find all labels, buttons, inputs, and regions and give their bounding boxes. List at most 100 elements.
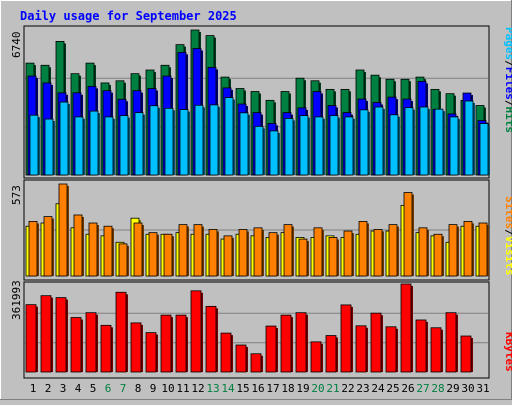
pages-bar [224, 97, 234, 176]
pages-bar [194, 104, 204, 176]
sites-bar [118, 243, 128, 277]
panel1-ymax-label: 6740 [10, 32, 23, 59]
pages-bar [389, 114, 399, 176]
pages-bar [449, 116, 459, 176]
day-label: 31 [476, 382, 489, 395]
panel3-bars [25, 283, 473, 373]
pages-bar [344, 116, 354, 176]
sites-bar [313, 227, 323, 277]
sites-bar [73, 214, 83, 277]
day-label: 4 [75, 382, 82, 395]
pages-bar [254, 125, 264, 176]
kbytes-bar [325, 335, 337, 373]
sites-bar [43, 216, 53, 277]
pages-bar [479, 123, 489, 176]
sites-bar [388, 224, 398, 277]
sites-bar [283, 224, 293, 277]
sites-bar [103, 225, 113, 277]
kbytes-bar [355, 325, 367, 373]
kbytes-bar [205, 305, 217, 373]
kbytes-bar [235, 344, 247, 373]
sites-bar [163, 233, 173, 277]
day-label: 17 [266, 382, 279, 395]
kbytes-bar [415, 319, 427, 373]
sites-bar [343, 230, 353, 277]
day-label: 3 [60, 382, 67, 395]
panel2-legend: Sites/Visits [503, 196, 512, 276]
pages-bar [419, 106, 429, 176]
sites-bar [478, 222, 488, 277]
kbytes-bar [310, 341, 322, 373]
day-label: 24 [371, 382, 385, 395]
kbytes-bar [400, 283, 412, 373]
sites-bar [223, 235, 233, 277]
day-label: 21 [326, 382, 339, 395]
pages-bar [434, 108, 444, 176]
pages-bar [284, 118, 294, 176]
kbytes-bar [430, 327, 442, 373]
panel3-ymax-label: 361993 [10, 280, 23, 320]
pages-bar [164, 107, 174, 176]
pages-bar [464, 100, 474, 176]
sites-bar [403, 192, 413, 277]
day-label: 8 [135, 382, 142, 395]
panel1-bars [25, 29, 490, 176]
pages-bar [359, 109, 369, 176]
day-label: 19 [296, 382, 309, 395]
kbytes-bar [130, 322, 142, 373]
kbytes-bar [460, 335, 472, 373]
day-label: 5 [90, 382, 97, 395]
sites-bar [298, 238, 308, 277]
sites-bar [148, 232, 158, 277]
kbytes-bar [295, 312, 307, 373]
kbytes-bar [25, 304, 37, 373]
kbytes-bar [40, 295, 52, 373]
day-label: 14 [221, 382, 235, 395]
pages-bar [374, 106, 384, 176]
legend-hits: Hits [503, 107, 512, 134]
sites-bar [328, 237, 338, 277]
pages-bar [149, 105, 159, 176]
legend-separator: / [503, 229, 512, 236]
day-label: 18 [281, 382, 294, 395]
pages-bar [119, 115, 129, 176]
day-label: 27 [416, 382, 429, 395]
kbytes-bar [340, 304, 352, 373]
legend-files: Files [503, 67, 512, 100]
kbytes-bar [160, 314, 172, 373]
sites-bar [178, 224, 188, 277]
pages-bar [299, 115, 309, 176]
day-label: 9 [150, 382, 157, 395]
kbytes-bar [370, 312, 382, 373]
day-label: 30 [461, 382, 474, 395]
legend-visits: Visits [503, 236, 512, 276]
kbytes-bar [190, 290, 202, 373]
day-label: 28 [431, 382, 444, 395]
day-label: 11 [176, 382, 189, 395]
sites-bar [28, 221, 38, 277]
sites-bar [88, 222, 98, 277]
pages-bar [329, 115, 339, 176]
sites-bar [193, 224, 203, 277]
sites-bar [448, 224, 458, 277]
day-label: 7 [120, 382, 127, 395]
kbytes-bar [145, 332, 157, 373]
day-label: 25 [386, 382, 399, 395]
sites-bar [238, 229, 248, 277]
pages-bar [74, 116, 84, 176]
day-label: 20 [311, 382, 324, 395]
panel3-legend: KBytes [503, 332, 512, 372]
sites-bar [208, 229, 218, 277]
kbytes-bar [115, 291, 127, 373]
pages-bar [404, 107, 414, 176]
panel1-legend: Pages/Files/Hits [503, 27, 512, 133]
kbytes-bar [220, 332, 232, 373]
pages-bar [239, 112, 249, 176]
pages-bar [314, 116, 324, 176]
pages-bar [89, 110, 99, 176]
pages-bar [209, 104, 219, 176]
sites-bar [358, 221, 368, 277]
day-label: 23 [356, 382, 369, 395]
